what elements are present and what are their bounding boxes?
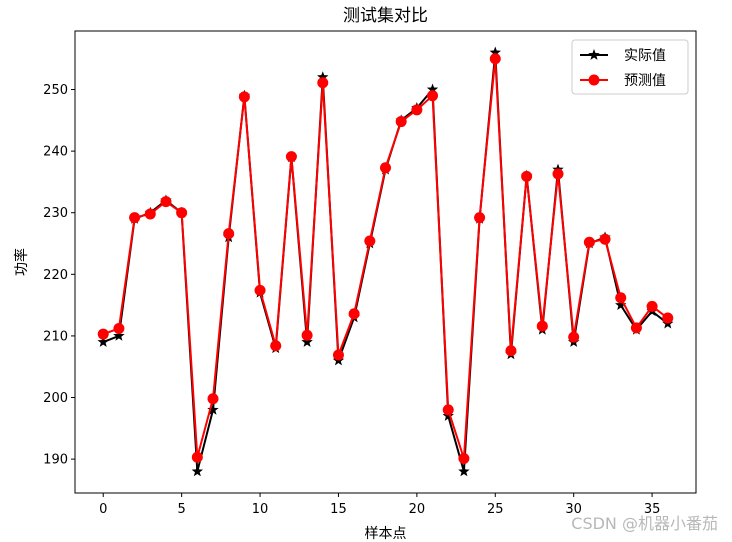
circle-marker [552, 168, 564, 180]
circle-marker [380, 162, 391, 174]
star-marker [191, 465, 204, 477]
x-axis-label: 样本点 [365, 526, 407, 542]
circle-marker [191, 451, 203, 463]
chart-title: 测试集对比 [343, 6, 428, 26]
legend-label: 预测值 [624, 73, 666, 89]
x-tick-label: 35 [644, 502, 661, 517]
circle-marker [395, 116, 407, 128]
x-tick-label: 5 [177, 502, 185, 517]
circle-marker [458, 453, 470, 465]
circle-marker [223, 228, 235, 240]
y-tick-label: 210 [43, 329, 68, 344]
x-tick-label: 20 [409, 502, 426, 517]
circle-marker [442, 404, 454, 416]
y-tick-label: 250 [43, 83, 68, 98]
circle-marker [348, 308, 360, 320]
star-marker [426, 83, 439, 95]
circle-marker [144, 208, 156, 220]
circle-marker [427, 90, 439, 102]
star-marker [615, 299, 627, 310]
circle-marker [615, 292, 627, 304]
watermark: CSDN @机器小番茄 [571, 514, 718, 533]
circle-marker [662, 312, 674, 324]
y-tick-label: 240 [43, 145, 68, 160]
circle-marker [129, 212, 141, 224]
x-tick-label: 10 [252, 502, 269, 517]
series-predicted [97, 53, 674, 465]
star-marker [301, 336, 313, 347]
circle-marker [536, 320, 548, 332]
y-tick-label: 200 [43, 391, 68, 406]
circle-marker [505, 345, 517, 357]
circle-marker [285, 151, 297, 163]
legend-label: 实际值 [624, 48, 666, 64]
y-tick-label: 230 [43, 206, 68, 221]
circle-marker [474, 212, 486, 224]
circle-marker [489, 53, 501, 65]
circle-marker [301, 329, 313, 341]
star-marker [458, 465, 470, 477]
circle-marker [254, 284, 266, 296]
x-tick-label: 25 [487, 502, 504, 517]
star-marker [97, 336, 109, 347]
ticks-layer: 0 5 10 15 20 25 30 35 190 200 210 220 230 240 250 [43, 83, 660, 517]
plot-frame [74, 30, 697, 494]
star-marker [442, 410, 454, 421]
x-tick-label: 0 [99, 502, 107, 517]
circle-marker [646, 300, 658, 312]
series-layer [97, 46, 674, 477]
x-tick-label: 15 [330, 502, 347, 517]
circle-marker [364, 235, 376, 247]
series-line [102, 51, 669, 473]
circle-marker [521, 170, 533, 182]
legend-circle-marker [588, 74, 600, 86]
circle-marker [568, 331, 580, 343]
circle-marker [97, 328, 109, 340]
x-tick-label: 30 [565, 502, 582, 517]
star-marker [113, 329, 125, 341]
star-marker [207, 403, 219, 415]
legend-star-marker [588, 49, 600, 60]
star-marker [489, 46, 501, 58]
series-line [102, 57, 669, 460]
circle-marker [332, 349, 344, 361]
y-tick-label: 220 [43, 268, 68, 283]
y-tick-label: 190 [43, 453, 68, 468]
star-marker [317, 71, 329, 83]
circle-marker [583, 236, 595, 248]
y-axis-label: 功率 [13, 248, 30, 276]
circle-marker [630, 322, 642, 334]
circle-marker [113, 323, 125, 335]
circle-marker [176, 207, 188, 219]
circle-marker [411, 104, 423, 116]
circle-marker [207, 393, 219, 405]
circle-marker [160, 196, 172, 208]
circle-marker [270, 340, 282, 352]
circle-marker [599, 233, 611, 245]
circle-marker [317, 77, 329, 89]
circle-marker [238, 91, 250, 103]
